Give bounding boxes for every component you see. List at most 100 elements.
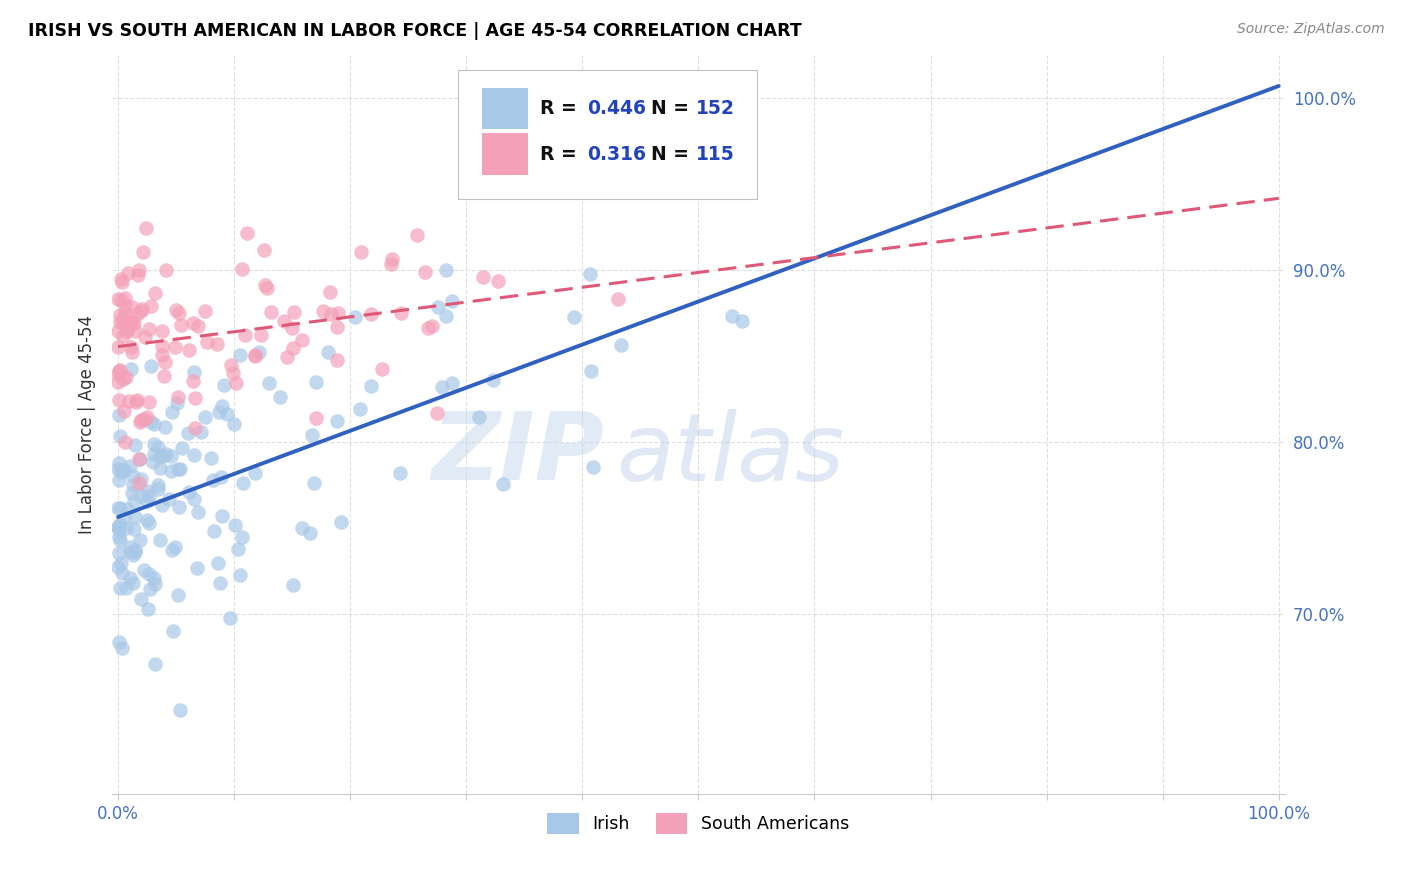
Point: [143, 657, 166, 672]
Point: [117, 266, 139, 280]
Point: [579, 267, 602, 281]
Point: [114, 581, 136, 595]
Point: [118, 545, 141, 559]
Point: [129, 413, 152, 427]
Point: [195, 334, 218, 349]
Point: [562, 310, 585, 325]
FancyBboxPatch shape: [458, 70, 756, 199]
Point: [107, 520, 129, 534]
Point: [125, 392, 148, 407]
Point: [134, 330, 156, 344]
Point: [138, 516, 160, 530]
Point: [233, 328, 256, 343]
Point: [121, 315, 143, 329]
Point: [316, 345, 339, 359]
Point: [304, 476, 326, 491]
Point: [121, 576, 143, 591]
Point: [111, 566, 134, 580]
Point: [108, 517, 131, 532]
Point: [243, 348, 266, 362]
Point: [138, 321, 160, 335]
Point: [326, 353, 349, 368]
Point: [115, 369, 138, 384]
Point: [136, 494, 159, 508]
Point: [122, 494, 145, 508]
Point: [229, 347, 252, 361]
Point: [138, 489, 160, 503]
Point: [224, 517, 246, 532]
Point: [406, 227, 429, 242]
Point: [112, 463, 135, 477]
Point: [328, 306, 350, 320]
Point: [120, 315, 142, 329]
Point: [128, 452, 150, 467]
Text: IRISH VS SOUTH AMERICAN IN LABOR FORCE | AGE 45-54 CORRELATION CHART: IRISH VS SOUTH AMERICAN IN LABOR FORCE |…: [28, 22, 801, 40]
Point: [167, 306, 190, 320]
Point: [291, 521, 314, 535]
Point: [135, 220, 157, 235]
Point: [582, 459, 605, 474]
Point: [169, 462, 191, 476]
Point: [142, 437, 165, 451]
Point: [111, 372, 134, 386]
Point: [256, 281, 278, 295]
Point: [607, 292, 630, 306]
Point: [121, 548, 143, 562]
Point: [181, 374, 204, 388]
Point: [107, 341, 129, 355]
Point: [118, 394, 141, 409]
Point: [150, 324, 173, 338]
Point: [107, 520, 129, 534]
Point: [108, 309, 131, 323]
Point: [143, 417, 166, 431]
Point: [208, 405, 231, 419]
Point: [166, 395, 188, 409]
Point: [122, 477, 145, 491]
Point: [720, 309, 742, 323]
Point: [152, 449, 174, 463]
Text: 115: 115: [696, 145, 735, 163]
Point: [194, 303, 217, 318]
Point: [128, 452, 150, 467]
Point: [125, 307, 148, 321]
Point: [118, 540, 141, 554]
Text: ZIP: ZIP: [432, 409, 605, 500]
Point: [107, 393, 129, 408]
Point: [110, 556, 132, 570]
Text: 152: 152: [696, 99, 735, 118]
Point: [177, 426, 200, 441]
Point: [111, 275, 134, 289]
Point: [129, 472, 152, 486]
Point: [181, 316, 204, 330]
Point: [139, 582, 162, 596]
Point: [153, 354, 176, 368]
Point: [486, 274, 509, 288]
Point: [441, 294, 464, 309]
Point: [157, 492, 180, 507]
Point: [430, 380, 453, 394]
Point: [166, 587, 188, 601]
Point: [211, 399, 233, 413]
Point: [467, 409, 489, 424]
Point: [187, 505, 209, 519]
Point: [129, 304, 152, 318]
Point: [162, 543, 184, 558]
Point: [112, 315, 135, 329]
Point: [349, 401, 371, 416]
Point: [149, 449, 172, 463]
Point: [226, 541, 249, 556]
Point: [143, 577, 166, 591]
Point: [330, 515, 353, 529]
Point: [121, 486, 143, 500]
Point: [127, 268, 149, 282]
Point: [121, 345, 143, 359]
Point: [108, 456, 131, 470]
Point: [413, 265, 436, 279]
Point: [108, 364, 131, 378]
Point: [281, 577, 304, 591]
Point: [228, 567, 250, 582]
Point: [143, 286, 166, 301]
Point: [350, 245, 373, 260]
Point: [138, 395, 160, 409]
Point: [169, 318, 191, 333]
